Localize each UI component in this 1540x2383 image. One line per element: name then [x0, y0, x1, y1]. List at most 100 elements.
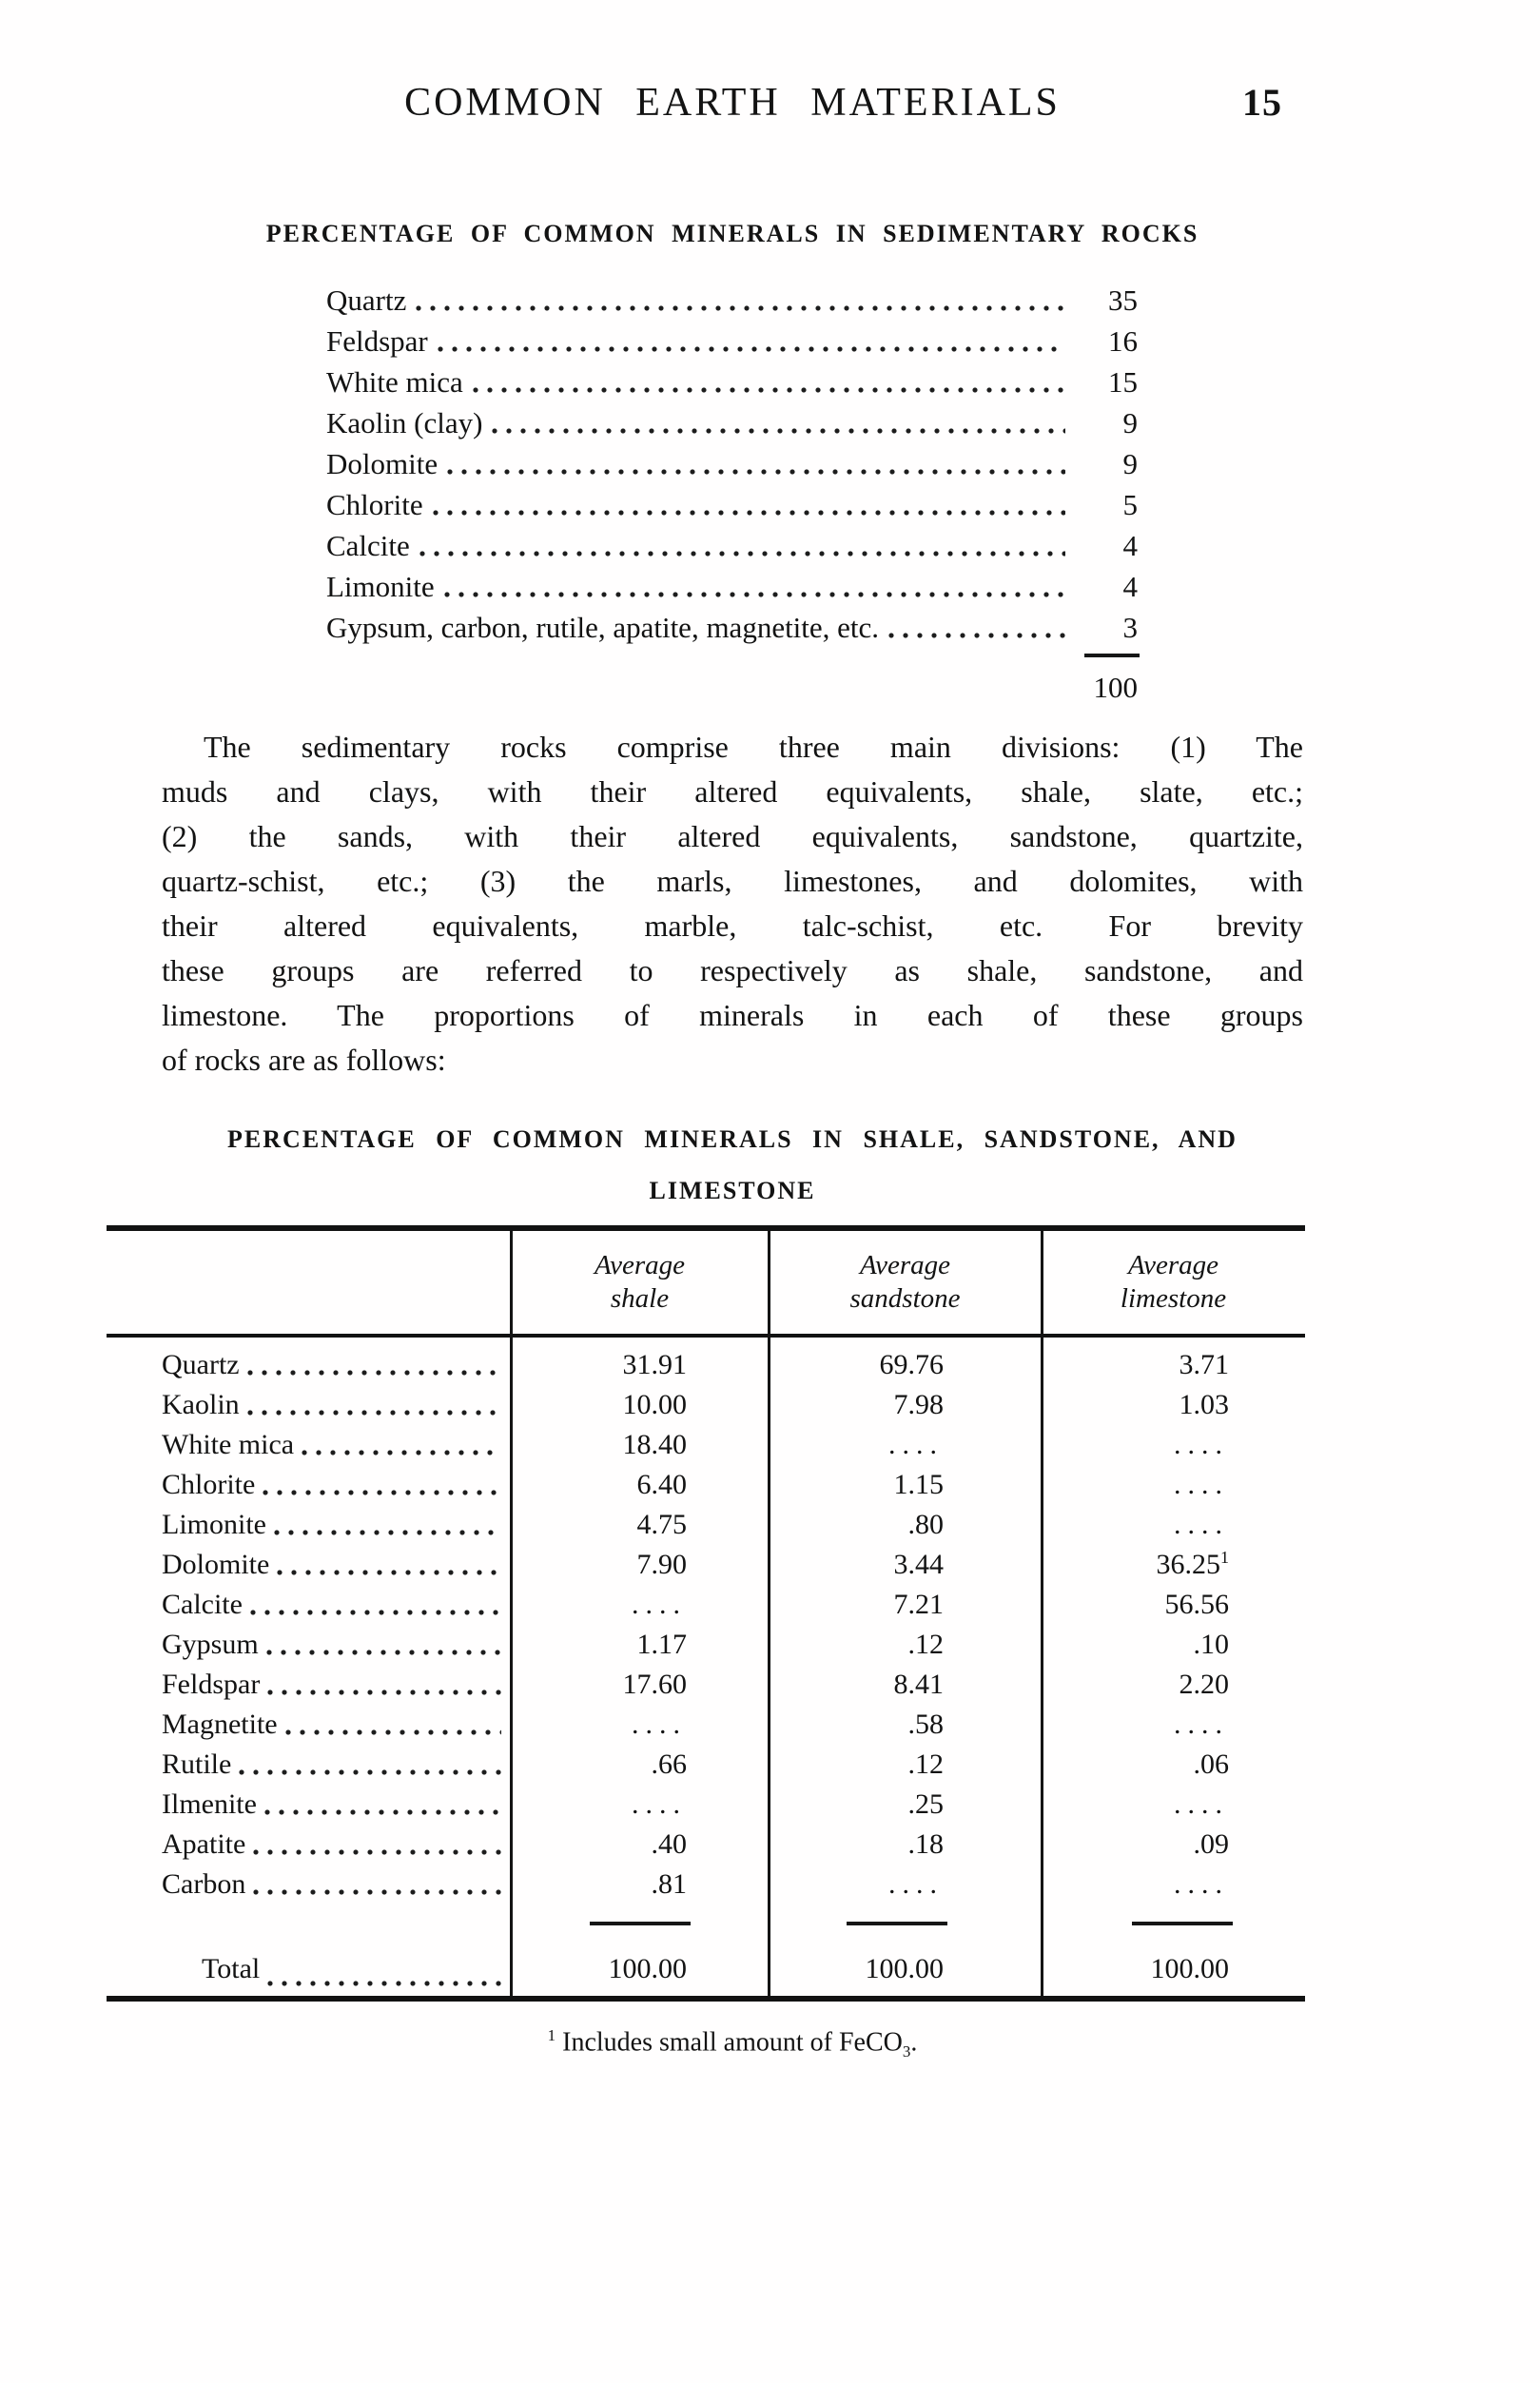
list-item: Chlorite 5	[326, 484, 1138, 525]
mineral-value: 9	[1122, 447, 1139, 480]
footnote-period: .	[910, 2027, 918, 2058]
list-item: Kaolin (clay) 9	[326, 402, 1138, 443]
sandstone-value-cell: .80	[907, 1509, 945, 1540]
mineral-value: 35	[1108, 283, 1138, 317]
table-row: Dolomite 7.90 3.44 36.251	[107, 1545, 1305, 1585]
dot-leader	[416, 304, 1065, 312]
dot-leader	[888, 632, 1065, 639]
limestone-value-cell: ....	[1174, 1709, 1229, 1740]
shale-value-cell: 18.40	[622, 1429, 688, 1460]
dot-leader	[246, 1369, 501, 1377]
limestone-value-cell: 3.71	[1179, 1349, 1230, 1380]
table-row: White mica 18.40 .... ....	[107, 1425, 1305, 1465]
dot-leader	[302, 1449, 501, 1456]
table-row: Kaolin 10.00 7.98 1.03	[107, 1385, 1305, 1425]
table-total-row: Total 100.00 100.00 100.00	[107, 1943, 1305, 1996]
table-sum-rule-row	[107, 1904, 1305, 1943]
list-item: White mica 15	[326, 361, 1138, 402]
shale-value-cell: 7.90	[636, 1549, 688, 1580]
shale-value-cell: ....	[632, 1788, 687, 1820]
mineral-name-cell: Dolomite	[107, 1545, 511, 1585]
limestone-value-cell: ....	[1174, 1868, 1229, 1900]
sandstone-value-cell: ....	[888, 1868, 944, 1900]
column-divider	[1041, 1231, 1043, 1996]
mineral-value: 4	[1122, 570, 1139, 603]
limestone-value-cell: ....	[1174, 1788, 1229, 1820]
list-heading: PERCENTAGE OF COMMON MINERALS IN SEDIMEN…	[265, 220, 1199, 247]
table-row: Gypsum 1.17 .12 .10	[107, 1625, 1305, 1665]
shale-value-cell: 10.00	[622, 1389, 688, 1420]
list-item: Feldspar 16	[326, 321, 1138, 361]
sandstone-value-cell: 7.98	[893, 1389, 945, 1420]
table-row: Apatite .40 .18 .09	[107, 1825, 1305, 1865]
shale-value-cell: .66	[651, 1748, 688, 1780]
table-row: Calcite .... 7.21 56.56	[107, 1585, 1305, 1625]
shale-value-cell: ....	[632, 1589, 687, 1620]
dot-leader	[267, 1689, 501, 1696]
footnote-text: Includes small amount of FeCO	[562, 2027, 903, 2058]
dot-leader	[263, 1489, 501, 1496]
mineral-name-cell: Ilmenite	[107, 1785, 511, 1825]
shale-total-cell: 100.00	[608, 1953, 688, 1984]
sandstone-value-cell: 7.21	[893, 1589, 945, 1620]
table-heading: PERCENTAGE OF COMMON MINERALS IN SHALE, …	[162, 1124, 1303, 1206]
total-label-cell: Total	[107, 1943, 511, 1996]
mineral-label: Calcite	[326, 529, 410, 562]
sandstone-value-cell: 69.76	[879, 1349, 945, 1380]
limestone-value-cell: .09	[1193, 1828, 1230, 1860]
mineral-name-cell: Limonite	[107, 1505, 511, 1545]
footnote-marker: 1	[547, 2026, 556, 2044]
shale-value-cell: 31.91	[622, 1349, 688, 1380]
mineral-label: Limonite	[326, 570, 435, 603]
shale-value-cell: 1.17	[636, 1629, 688, 1660]
column-header-limestone: Average limestone	[1120, 1250, 1227, 1314]
mineral-label: White mica	[326, 365, 463, 399]
mineral-value: 9	[1122, 406, 1139, 439]
column-header-shale: Average shale	[594, 1250, 685, 1314]
table-row: Chlorite 6.40 1.15 ....	[107, 1465, 1305, 1505]
table-heading-line1: PERCENTAGE OF COMMON MINERALS IN SHALE, …	[227, 1125, 1238, 1153]
paragraph-line: these groups are referred to respectivel…	[162, 953, 1303, 987]
dot-leader	[447, 468, 1065, 476]
mineral-label: Dolomite	[326, 447, 439, 480]
mineral-name-cell: Magnetite	[107, 1705, 511, 1745]
mineral-name-cell: Kaolin	[107, 1385, 511, 1425]
column-header-sandstone: Average sandstone	[849, 1250, 961, 1314]
limestone-value-cell: ....	[1174, 1509, 1229, 1540]
dot-leader	[492, 427, 1065, 435]
dot-leader	[432, 509, 1065, 517]
mineral-label: Chlorite	[326, 488, 423, 521]
mineral-name-cell: Feldspar	[107, 1665, 511, 1705]
list-item: Gypsum, carbon, rutile, apatite, magneti…	[326, 607, 1138, 648]
paragraph-line: of rocks are as follows:	[162, 1043, 446, 1077]
limestone-value-cell: 36.251	[1156, 1548, 1230, 1580]
table-body: Quartz 31.91 69.76 3.71 Kaolin 10.00 7.9…	[107, 1338, 1305, 1996]
dot-leader	[273, 1529, 501, 1536]
mineral-name-cell: Chlorite	[107, 1465, 511, 1505]
limestone-value-cell: 2.20	[1179, 1669, 1230, 1700]
mineral-value: 3	[1122, 611, 1139, 644]
paragraph-line: quartz-schist, etc.; (3) the marls, lime…	[162, 864, 1303, 898]
mineral-name-cell: Gypsum	[107, 1625, 511, 1665]
limestone-value-cell: 1.03	[1179, 1389, 1230, 1420]
dot-leader	[277, 1569, 501, 1576]
limestone-value-cell: ....	[1174, 1429, 1229, 1460]
page-number: 15	[1242, 81, 1282, 124]
paragraph-line: muds and clays, with their altered equiv…	[162, 774, 1303, 809]
sandstone-value-cell: .58	[907, 1709, 945, 1740]
mineral-name-cell: Calcite	[107, 1585, 511, 1625]
table-header-row: Average shale Average sandstone Average …	[107, 1231, 1305, 1338]
sum-rule	[847, 1922, 947, 1925]
table-row: Magnetite .... .58 ....	[107, 1705, 1305, 1745]
dot-leader	[246, 1409, 501, 1416]
mineral-name-cell: White mica	[107, 1425, 511, 1465]
mineral-label: Kaolin (clay)	[326, 406, 483, 439]
mineral-label: Feldspar	[326, 324, 428, 358]
footnote-marker: 1	[1220, 1548, 1229, 1567]
shale-value-cell: .40	[651, 1828, 688, 1860]
mineral-value: 5	[1122, 488, 1139, 521]
sandstone-value-cell: 1.15	[893, 1469, 945, 1500]
mineral-label: Quartz	[326, 283, 407, 317]
mineral-name-cell: Quartz	[107, 1345, 511, 1385]
